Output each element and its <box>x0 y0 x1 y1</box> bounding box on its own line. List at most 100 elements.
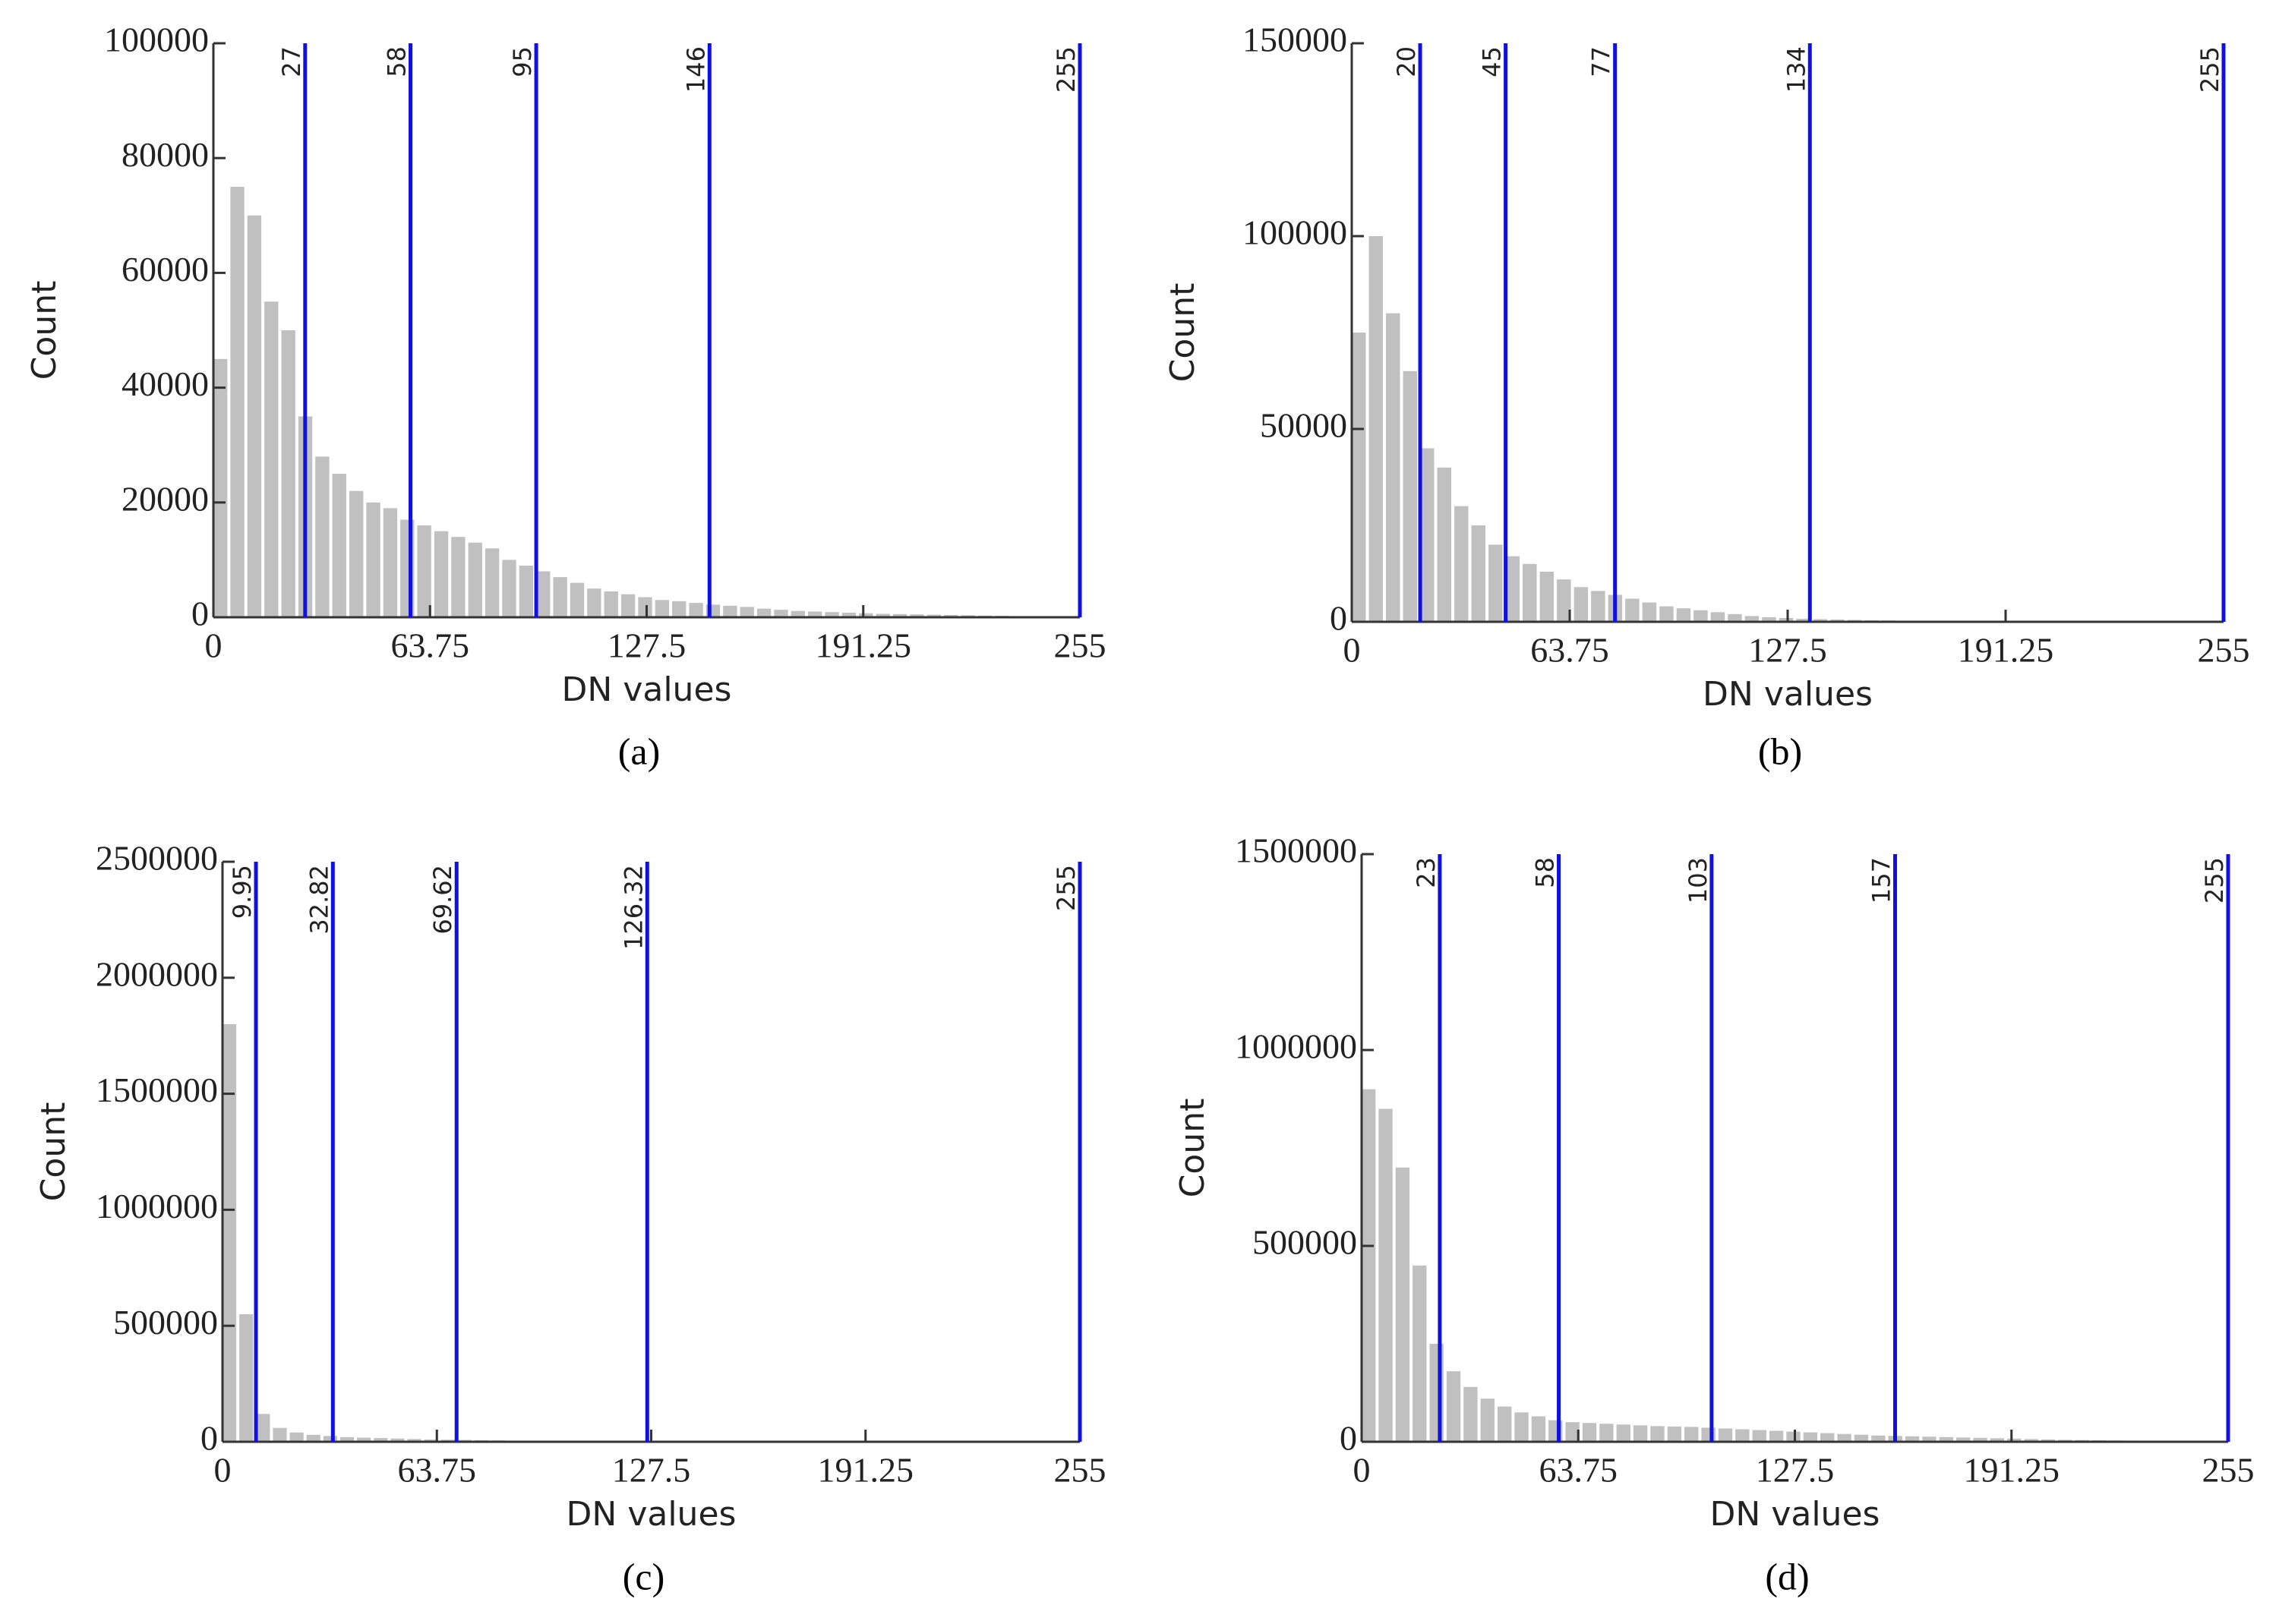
bar <box>332 474 346 617</box>
x-axis-label: DN values <box>567 1495 737 1534</box>
caption: (d) <box>1765 1555 1809 1597</box>
bar <box>417 525 431 617</box>
bar <box>1531 1416 1546 1442</box>
bar <box>1676 608 1691 622</box>
threshold-label: 255 <box>2200 857 2229 903</box>
bar <box>1403 371 1417 622</box>
threshold-label: 58 <box>383 46 412 77</box>
bar <box>1625 598 1640 622</box>
bar <box>1744 616 1760 622</box>
bar <box>1956 1437 1971 1442</box>
bar <box>1752 1430 1766 1442</box>
bar <box>1854 1434 1869 1442</box>
bar <box>1922 1436 1937 1442</box>
x-tick-label: 0 <box>1343 631 1361 670</box>
histogram-panel: 0 20000 40000 60000 80000 100000 0 63.75 127.5 19… <box>25 20 1106 773</box>
x-tick-label: 127.5 <box>612 1451 691 1490</box>
bar <box>1557 579 1571 622</box>
bar <box>2041 1439 2056 1442</box>
bar <box>468 542 482 617</box>
bar <box>1395 1167 1410 1442</box>
caption: (a) <box>618 730 661 772</box>
y-tick-label: 1000000 <box>1235 1027 1357 1066</box>
x-axis-label: DN values <box>1710 1495 1880 1534</box>
x-tick-label: 0 <box>205 626 223 665</box>
bar <box>1488 544 1503 622</box>
x-tick-label: 255 <box>2198 631 2250 670</box>
y-tick-label: 500000 <box>1252 1223 1357 1262</box>
threshold-label: 255 <box>1052 865 1081 911</box>
bar <box>366 502 380 617</box>
bar <box>1599 1424 1614 1442</box>
bar <box>774 610 788 617</box>
bar <box>944 614 958 617</box>
bar <box>672 601 687 617</box>
bar <box>1437 467 1452 622</box>
bar <box>1813 619 1828 622</box>
threshold-label: 32.82 <box>305 865 333 935</box>
x-tick-label: 255 <box>1054 626 1106 665</box>
bar <box>424 1439 438 1442</box>
bar <box>1710 612 1725 622</box>
bar <box>451 537 466 617</box>
y-tick-label: 0 <box>191 594 209 633</box>
bar <box>1616 1424 1630 1442</box>
bar <box>434 531 449 617</box>
threshold-label: 255 <box>2195 46 2224 93</box>
bar <box>1735 1429 1750 1442</box>
bar <box>1591 591 1605 622</box>
bar <box>859 613 873 617</box>
bar <box>1523 563 1537 622</box>
bar <box>1471 525 1486 622</box>
bar <box>1786 1431 1801 1442</box>
x-tick-label: 191.25 <box>818 1451 914 1490</box>
bar <box>1659 606 1674 622</box>
bar <box>1939 1436 1954 1442</box>
bar <box>1990 1438 2005 1442</box>
bar <box>390 1438 405 1442</box>
bar <box>349 490 364 617</box>
threshold-label: 126.32 <box>619 865 648 950</box>
bar <box>841 612 857 617</box>
threshold-label: 58 <box>1531 857 1560 888</box>
threshold-label: 45 <box>1478 46 1507 77</box>
y-tick-label: 0 <box>200 1419 218 1458</box>
bar <box>1796 618 1810 622</box>
bar <box>519 565 534 617</box>
y-tick-label: 80000 <box>122 135 209 174</box>
bar <box>876 613 890 617</box>
bar <box>1642 602 1657 622</box>
bar <box>689 603 703 617</box>
bar <box>1650 1426 1665 1442</box>
x-tick-label: 0 <box>214 1451 232 1490</box>
x-tick-label: 255 <box>2202 1451 2255 1490</box>
bar <box>213 358 228 617</box>
bar <box>1420 448 1435 622</box>
x-tick-label: 127.5 <box>1748 631 1827 670</box>
bar <box>1667 1426 1682 1442</box>
x-tick-label: 255 <box>1054 1451 1106 1490</box>
x-axis-label: DN values <box>562 670 732 709</box>
bar <box>383 508 398 617</box>
bar <box>1352 333 1366 622</box>
bar <box>1497 1406 1512 1442</box>
bar <box>1803 1432 1818 1442</box>
x-tick-label: 0 <box>1353 1451 1371 1490</box>
y-tick-label: 100000 <box>104 20 209 59</box>
bar <box>2007 1438 2022 1442</box>
y-axis-label: Count <box>1163 283 1202 383</box>
bar <box>1718 1428 1733 1442</box>
bar <box>1779 617 1794 622</box>
y-tick-label: 2500000 <box>96 839 218 878</box>
bar <box>256 1414 270 1442</box>
y-tick-label: 20000 <box>122 479 209 518</box>
bar <box>1565 1422 1580 1442</box>
bar <box>1820 1433 1835 1442</box>
threshold-label: 103 <box>1684 857 1712 903</box>
bar <box>289 1432 304 1442</box>
bar <box>1378 1108 1393 1442</box>
bar <box>407 1439 421 1442</box>
bar <box>323 1436 337 1442</box>
bar <box>281 330 295 617</box>
